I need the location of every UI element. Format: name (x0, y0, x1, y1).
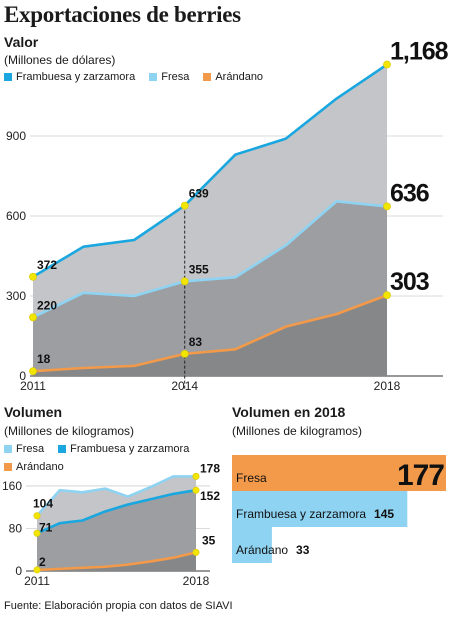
source-note: Fuente: Elaboración propia con datos de … (4, 600, 233, 612)
data-label: 355 (189, 262, 209, 276)
data-point (383, 60, 391, 69)
data-label: 639 (189, 187, 209, 201)
data-label: 18 (37, 352, 51, 366)
value-unit: (Millones de dólares) (4, 53, 116, 67)
data-point (192, 548, 200, 556)
bar-category-label: Frambuesa y zarzamora (236, 507, 366, 521)
volume2018-unit: (Millones de kilogramos) (232, 424, 363, 438)
volume-legend-row1: Fresa Frambuesa y zarzamora (4, 443, 203, 455)
legend-label: Frambuesa y zarzamora (16, 71, 136, 83)
data-label: 303 (390, 268, 429, 296)
legend-label: Arándano (16, 461, 64, 473)
x-tick-label: 2018 (183, 574, 210, 588)
value-heading: Valor (4, 34, 39, 50)
data-point (33, 512, 41, 520)
data-label: 104 (33, 497, 53, 511)
bar-value-label: 177 (397, 459, 444, 492)
volume-legend-row2: Arándano (4, 461, 78, 473)
data-point (29, 367, 37, 376)
data-point (29, 313, 37, 322)
data-point (180, 201, 189, 210)
bar (232, 455, 446, 491)
legend-label: Frambuesa y zarzamora (70, 443, 190, 455)
legend-label: Arándano (215, 71, 264, 83)
data-label: 2 (39, 555, 46, 569)
series-line (36, 488, 197, 535)
data-point (33, 566, 41, 574)
bar-category-label: Arándano (236, 543, 288, 557)
data-point (180, 277, 189, 286)
y-tick-label: 0 (19, 369, 26, 383)
data-point (33, 529, 41, 537)
legend-item: Arándano (4, 461, 64, 473)
data-label: 1,168 (390, 38, 449, 66)
legend-item: Fresa (149, 71, 189, 83)
area-1 (37, 490, 196, 571)
page-title: Exportaciones de berries (4, 2, 241, 27)
y-tick-label: 900 (6, 129, 26, 143)
x-tick-label: 2011 (20, 379, 46, 393)
series-line (36, 475, 196, 517)
area-2 (33, 295, 387, 376)
data-label: 152 (200, 489, 220, 503)
volume2018-heading: Volumen en 2018 (232, 404, 346, 420)
data-label: 71 (39, 520, 53, 534)
y-tick-label: 300 (6, 289, 26, 303)
bar-category-label: Fresa (236, 471, 267, 485)
data-point (192, 486, 200, 494)
series-line (36, 551, 197, 572)
value-legend: Frambuesa y zarzamora Fresa Arándano (4, 71, 277, 83)
volume-unit: (Millones de kilogramos) (4, 424, 135, 438)
data-label: 220 (37, 298, 57, 312)
bar-value-label: 33 (296, 543, 310, 557)
data-label: 83 (189, 335, 203, 349)
legend-item: Frambuesa y zarzamora (58, 443, 189, 455)
series-line (32, 293, 388, 373)
data-label: 636 (390, 179, 429, 207)
data-point (383, 291, 391, 300)
y-tick-label: 0 (15, 564, 22, 578)
bar (232, 527, 272, 563)
data-point (383, 202, 391, 211)
legend-item: Arándano (203, 71, 263, 83)
legend-swatch (4, 463, 12, 471)
x-tick-label: 2018 (374, 379, 401, 393)
legend-swatch (4, 73, 12, 81)
x-tick-label: 2011 (24, 574, 50, 588)
bar (232, 491, 408, 527)
y-tick-label: 80 (9, 521, 23, 535)
legend-swatch (203, 73, 212, 81)
legend-item: Fresa (4, 443, 44, 455)
data-point (180, 349, 189, 358)
legend-swatch (58, 445, 67, 453)
legend-label: Fresa (161, 71, 190, 83)
volume-heading: Volumen (4, 404, 63, 420)
legend-swatch (149, 73, 158, 81)
data-label: 372 (37, 258, 57, 272)
y-tick-label: 160 (2, 479, 22, 493)
data-label: 178 (200, 461, 220, 475)
y-tick-label: 600 (6, 209, 26, 223)
series-line (32, 200, 388, 319)
bar-value-label: 145 (374, 507, 394, 521)
data-label: 35 (202, 533, 216, 547)
area-2 (37, 552, 196, 571)
legend-swatch (4, 445, 12, 453)
data-point (192, 472, 200, 480)
series-line (32, 63, 388, 278)
data-point (29, 272, 37, 281)
legend-item: Frambuesa y zarzamora (4, 71, 135, 83)
legend-label: Fresa (16, 443, 45, 455)
